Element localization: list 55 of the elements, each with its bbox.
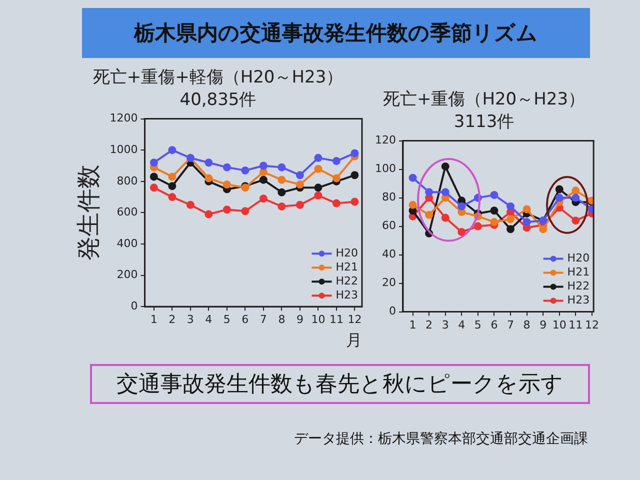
x-tick-label: 8 [278,313,286,326]
x-tick-label: 3 [442,318,449,332]
x-axis-title: 月 [346,330,362,350]
text: 交通事故発生件数も春先と秋にピークを示す [116,371,564,399]
y-tick-label: 100 [374,162,396,176]
legend-label: H22 [567,280,590,293]
x-tick-label: 7 [260,313,267,326]
y-tick-label: 80 [382,190,396,204]
chart-title: 死亡+重傷+軽傷（H20～H23） [92,68,344,88]
y-tick-label: 1200 [110,112,138,125]
legend-label: H20 [336,246,358,260]
x-tick-label: 5 [223,313,230,326]
legend-label: H21 [567,266,590,279]
y-tick-label: 800 [116,174,138,188]
x-tick-label: 9 [540,318,547,332]
y-tick-label: 200 [116,268,138,282]
text: データ提供：栃木県警察本部交通部交通企画課 [294,431,588,447]
x-tick-label: 8 [523,318,530,332]
y-tick-label: 0 [130,299,138,312]
x-tick-label: 7 [507,318,514,332]
x-tick-label: 9 [296,313,304,326]
y-tick-label: 600 [116,206,138,219]
x-tick-label: 6 [242,313,249,326]
chart-subtitle: 3113件 [454,112,514,132]
y-tick-label: 1000 [110,142,138,156]
x-tick-label: 12 [348,313,362,326]
x-tick-label: 11 [568,318,583,332]
chart-subtitle: 40,835件 [180,90,256,110]
x-tick-label: 5 [474,318,482,332]
x-tick-label: 11 [329,313,344,326]
y-tick-label: 20 [382,276,396,290]
x-tick-label: 4 [458,318,466,332]
text: 栃木県内の交通事故発生件数の季節リズム [134,20,538,47]
x-tick-label: 12 [584,318,599,332]
y-axis-title: 発生件数 [74,164,103,261]
x-tick-label: 2 [168,313,176,326]
x-tick-label: 3 [186,313,194,326]
y-tick-label: 120 [374,134,396,147]
legend-label: H21 [336,260,358,274]
x-tick-label: 6 [490,318,498,332]
legend-label: H22 [336,274,358,288]
y-tick-label: 60 [382,219,396,232]
x-tick-label: 2 [426,318,433,332]
x-tick-label: 1 [409,318,416,332]
x-tick-label: 10 [311,313,326,326]
legend-label: H23 [567,294,590,307]
x-tick-label: 4 [205,313,212,326]
x-tick-label: 1 [150,313,158,326]
chart-title: 死亡+重傷（H20～H23） [382,90,586,110]
legend-label: H20 [567,252,590,265]
legend-label: H23 [336,288,358,302]
x-tick-label: 10 [552,318,566,332]
y-tick-label: 400 [116,236,138,250]
y-tick-label: 40 [382,248,396,261]
y-tick-label: 0 [388,304,396,318]
